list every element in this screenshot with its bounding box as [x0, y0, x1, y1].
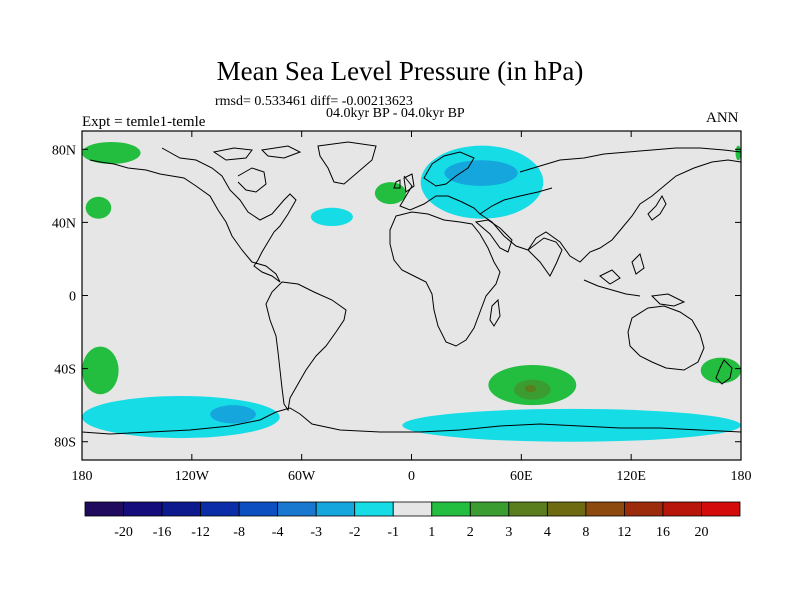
coastline-madagascar — [489, 298, 501, 327]
colorbar-label: 16 — [656, 525, 670, 540]
colorbar-swatch — [508, 501, 548, 517]
colorbar: -20 -16 -12 -8 -4 -3 -2 -1 1 2 3 4 8 12 16 20 — [84, 501, 741, 540]
colorbar-swatch — [161, 501, 201, 517]
region-scandinavia-russia-core — [444, 160, 518, 186]
region-far-east-arctic-high — [735, 145, 741, 161]
coastline-antarctica — [82, 407, 741, 435]
coastline-british-isles — [393, 173, 415, 193]
region-north-pacific-high — [82, 141, 141, 164]
y-axis-ticks: 80N 40N 0 40S 80S — [52, 143, 741, 451]
region-north-atlantic-low — [310, 207, 353, 227]
experiment-label: Expt = temle1-temle — [82, 114, 206, 130]
region-south-pacific-high-west — [82, 346, 119, 395]
y-tick-label: 40N — [52, 216, 76, 231]
coastline-asia — [479, 159, 741, 263]
colorbar-label: 8 — [582, 525, 589, 540]
colorbar-swatch — [392, 501, 433, 517]
x-tick-label: 60W — [288, 469, 316, 484]
coastline-arctic-islands — [212, 145, 302, 161]
colorbar-label: 20 — [694, 525, 708, 540]
coastline-japan — [647, 194, 667, 221]
coastline-scandinavia — [423, 151, 475, 187]
coastlines — [82, 141, 741, 435]
y-tick-label: 40S — [54, 363, 76, 378]
coastline-greenland — [317, 141, 377, 185]
period-label: 04.0kyr BP - 04.0kyr BP — [326, 106, 465, 121]
x-tick-label: 180 — [72, 469, 93, 484]
colorbar-label: 12 — [617, 525, 631, 540]
coastline-india — [527, 237, 563, 277]
colorbar-swatch — [546, 501, 587, 517]
colorbar-swatch — [701, 501, 741, 517]
coastline-hudson-bay — [237, 167, 267, 193]
region-southern-ocean-core — [210, 405, 256, 424]
colorbar-label: -16 — [153, 525, 172, 540]
colorbar-label: -4 — [272, 525, 284, 540]
y-tick-label: 80N — [52, 143, 76, 158]
coastline-north-america — [89, 147, 297, 283]
colorbar-label: 4 — [544, 525, 551, 540]
colorbar-label: -1 — [387, 525, 399, 540]
colorbar-swatch — [431, 501, 471, 517]
anomaly-regions — [82, 141, 741, 442]
colorbar-label: -12 — [191, 525, 210, 540]
coastline-south-america — [265, 281, 347, 412]
colorbar-swatch — [585, 501, 625, 517]
coastline-australia — [627, 305, 705, 371]
coastline-arabia — [474, 219, 513, 253]
colorbar-swatch — [469, 501, 510, 517]
x-tick-label: 180 — [731, 469, 752, 484]
coastline-se-asia-islands — [583, 253, 645, 297]
coastline-siberia-north — [519, 147, 741, 173]
colorbar-swatch — [624, 501, 664, 517]
colorbar-label: 2 — [467, 525, 474, 540]
colorbar-swatch — [662, 501, 702, 517]
x-tick-label: 0 — [408, 469, 415, 484]
x-axis-ticks: 180 120W 60W 0 60E 120E 180 — [72, 131, 752, 484]
region-north-pacific-mid — [85, 196, 112, 219]
colorbar-swatch — [238, 501, 279, 517]
colorbar-swatch — [200, 501, 240, 517]
region-southern-indian-peak — [524, 385, 536, 393]
coastline-new-zealand — [715, 359, 733, 385]
season-label: ANN — [706, 110, 739, 126]
chart-title: Mean Sea Level Pressure (in hPa) — [216, 56, 584, 86]
colorbar-swatch — [354, 501, 394, 517]
region-northwest-europe-high — [374, 182, 407, 205]
rmsd-diff-stats: rmsd= 0.533461 diff= -0.00213623 — [215, 94, 413, 109]
coastline-new-guinea — [650, 293, 686, 307]
colorbar-swatch — [123, 501, 163, 517]
colorbar-label: 1 — [428, 525, 435, 540]
region-southwest-pacific-high — [700, 357, 741, 384]
colorbar-label: -3 — [310, 525, 322, 540]
colorbar-swatch — [277, 501, 317, 517]
y-tick-label: 80S — [54, 436, 76, 451]
colorbar-swatch — [315, 501, 356, 517]
coastline-europe — [399, 175, 553, 215]
x-tick-label: 120W — [175, 469, 210, 484]
x-tick-label: 120E — [616, 469, 646, 484]
x-tick-label: 60E — [510, 469, 533, 484]
y-tick-label: 0 — [69, 290, 76, 305]
colorbar-swatch — [84, 501, 124, 517]
colorbar-label: -2 — [349, 525, 361, 540]
colorbar-label: -8 — [233, 525, 245, 540]
map-axes: 180 120W 60W 0 60E 120E 180 80N 40N 0 40S 80S — [52, 130, 752, 484]
colorbar-label: -20 — [114, 525, 133, 540]
colorbar-label: 3 — [505, 525, 512, 540]
coastline-africa — [389, 211, 501, 347]
